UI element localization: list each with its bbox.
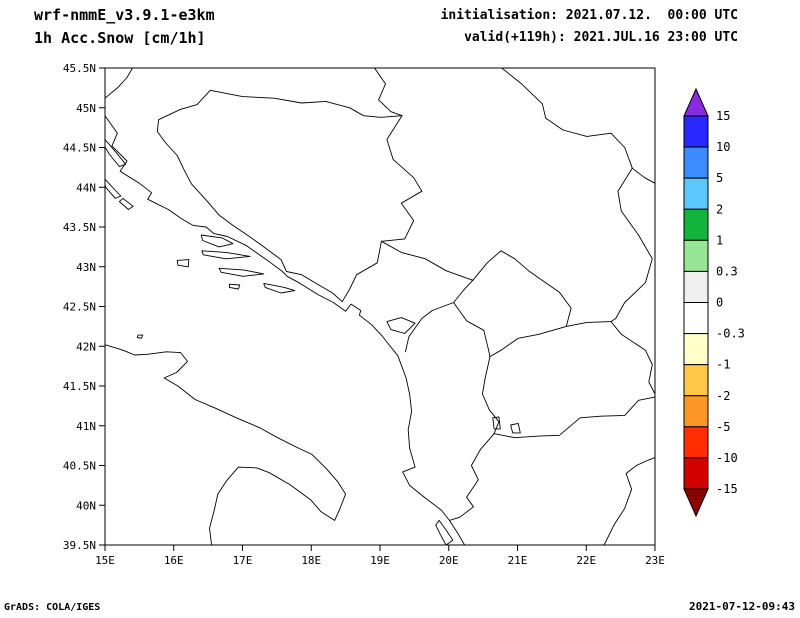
colorbar-segment	[683, 146, 709, 179]
y-axis-label: 44N	[76, 181, 96, 194]
island-path	[201, 250, 251, 260]
colorbar-segment	[683, 115, 709, 148]
render-timestamp: 2021-07-12-09:43	[689, 600, 795, 613]
colorbar-segment	[683, 395, 709, 428]
colorbar-label: -0.3	[716, 327, 745, 341]
y-axis-label: 45N	[76, 102, 96, 115]
island-path	[105, 178, 122, 199]
border-path	[448, 433, 495, 521]
colorbar-segment	[683, 333, 709, 366]
island-path	[218, 267, 265, 277]
colorbar-label: 0	[716, 296, 723, 310]
lake-path	[386, 317, 416, 334]
island-path	[118, 197, 134, 210]
colorbar-label: 1	[716, 233, 723, 247]
island-path	[105, 139, 127, 168]
colorbar-label: 2	[716, 202, 723, 216]
init-label: initialisation: 2021.07.12. 00:00 UTC	[440, 8, 738, 23]
model-title: wrf-nmmE_v3.9.1-e3km	[34, 6, 215, 24]
x-axis-label: 16E	[164, 554, 184, 567]
colorbar-label: 5	[716, 171, 723, 185]
y-axis-label: 42N	[76, 340, 96, 353]
x-axis-label: 22E	[576, 554, 596, 567]
colorbar-segment	[683, 364, 709, 397]
colorbar-label: 15	[716, 109, 730, 123]
y-axis-label: 39.5N	[63, 539, 96, 552]
border-path	[380, 115, 423, 242]
colorbar-segment	[683, 302, 709, 335]
map-outlines	[105, 68, 655, 545]
lake-path	[492, 416, 501, 430]
border-path	[501, 68, 655, 184]
y-axis-label: 43.5N	[63, 221, 96, 234]
x-axis-label: 15E	[95, 554, 115, 567]
colorbar-segment	[683, 208, 709, 241]
valid-label: valid(+119h): 2021.JUL.16 23:00 UTC	[464, 30, 738, 45]
border-path	[489, 307, 572, 358]
border-path	[156, 89, 343, 303]
colorbar-segment	[683, 270, 709, 304]
border-path	[374, 68, 403, 117]
border-path	[493, 396, 655, 439]
x-axis-label: 21E	[508, 554, 528, 567]
colorbar-label: -10	[716, 451, 738, 465]
border-path	[105, 68, 133, 99]
island-path	[176, 259, 190, 268]
colorbar-label: -2	[716, 389, 730, 403]
colorbar-segment	[683, 177, 709, 210]
colorbar-segment	[683, 426, 709, 459]
y-axis-label: 41.5N	[63, 380, 96, 393]
colorbar-label: 0.3	[716, 264, 738, 278]
island-path	[200, 234, 234, 248]
border-path	[610, 167, 653, 323]
coastline-path	[603, 457, 655, 545]
border-path	[404, 302, 455, 353]
coastline-path	[105, 115, 466, 545]
border-path	[453, 279, 474, 303]
grads-credit: GrADS: COLA/IGES	[4, 602, 101, 613]
island-path	[228, 283, 241, 290]
border-path	[472, 250, 572, 309]
colorbar-label: 10	[716, 140, 730, 154]
map-frame	[104, 67, 656, 546]
colorbar: 15 10 5 2 1 0.3 0 -0.3 -1 -2 -5 -10 -15	[683, 87, 745, 518]
coastline-path	[105, 344, 347, 545]
border-path	[380, 240, 474, 281]
border-path	[481, 356, 500, 435]
colorbar-label: -5	[716, 420, 730, 434]
field-title: 1h Acc.Snow [cm/1h]	[34, 29, 206, 47]
colorbar-segment	[683, 239, 709, 272]
x-axis-label: 19E	[370, 554, 390, 567]
colorbar-segment	[683, 457, 709, 490]
border-path	[565, 321, 612, 327]
y-axis-label: 43N	[76, 261, 96, 274]
border-path	[209, 89, 403, 118]
island-path	[263, 282, 296, 294]
colorbar-label: -1	[716, 358, 730, 372]
island-path	[136, 334, 144, 339]
y-axis-label: 44.5N	[63, 142, 96, 155]
x-axis-label: 20E	[439, 554, 459, 567]
y-axis-label: 40N	[76, 499, 96, 512]
colorbar-label: -15	[716, 482, 738, 496]
x-axis-label: 23E	[645, 554, 665, 567]
border-path	[453, 302, 491, 358]
x-axis-label: 17E	[233, 554, 253, 567]
y-axis-label: 41N	[76, 420, 96, 433]
x-axis-label: 18E	[301, 554, 321, 567]
y-axis-label: 42.5N	[63, 301, 96, 314]
colorbar-arrow-down	[683, 488, 709, 518]
y-axis-label: 40.5N	[63, 460, 96, 473]
lake-path	[510, 422, 521, 434]
border-path	[341, 240, 382, 303]
colorbar-arrow-up	[683, 87, 709, 117]
island-path	[435, 519, 454, 545]
axes: 15E 16E 17E 18E 19E 20E 21E 22E 23E 45.5N 45N 44.5N…	[63, 62, 665, 567]
y-axis-label: 45.5N	[63, 62, 96, 75]
border-path	[610, 321, 655, 395]
